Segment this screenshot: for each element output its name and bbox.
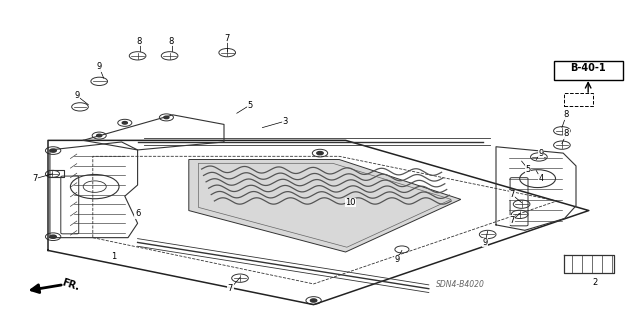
Text: 10: 10 [346,198,356,207]
Text: 8: 8 [137,37,142,46]
Text: 9: 9 [483,238,488,247]
Text: 9: 9 [74,91,79,100]
Text: 7: 7 [228,284,233,293]
Text: 7: 7 [509,216,515,225]
Text: 6: 6 [135,209,140,218]
Text: 9: 9 [394,256,399,264]
Circle shape [50,149,56,152]
Polygon shape [189,160,461,252]
Text: 9: 9 [538,149,543,158]
Text: 8: 8 [564,110,569,119]
Text: 7: 7 [33,174,38,183]
Text: 9: 9 [97,63,102,71]
Circle shape [164,116,169,119]
Circle shape [50,235,56,238]
Text: 1: 1 [111,252,116,261]
Text: 4: 4 [538,174,543,183]
Text: 5: 5 [247,101,252,110]
Bar [554,61,623,80]
Circle shape [122,122,127,124]
Circle shape [97,134,102,137]
Text: SDN4-B4020: SDN4-B4020 [436,280,485,289]
Text: 7: 7 [225,34,230,43]
Text: 3: 3 [282,117,287,126]
Bar [564,93,593,106]
Circle shape [317,152,323,155]
Text: 5: 5 [525,165,531,174]
Text: FR.: FR. [61,278,81,293]
Text: 8: 8 [564,130,569,138]
Circle shape [310,299,317,302]
Text: 8: 8 [169,37,174,46]
Text: 2: 2 [593,278,598,287]
Text: B-40-1: B-40-1 [570,63,606,73]
Text: 7: 7 [509,190,515,199]
